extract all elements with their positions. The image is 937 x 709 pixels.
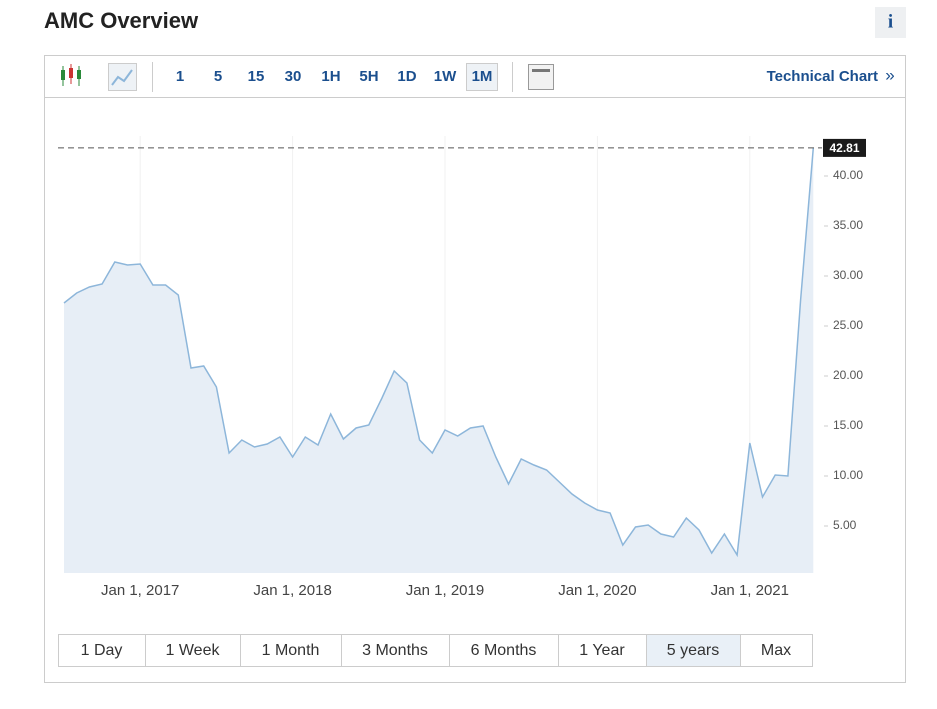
y-tick-label: 20.00 <box>833 368 863 382</box>
technical-chart-link[interactable]: Technical Chart <box>767 68 878 85</box>
candle-icon[interactable] <box>61 64 81 86</box>
info-button[interactable]: i <box>888 11 893 32</box>
range-button-label[interactable]: 5 years <box>667 642 719 659</box>
range-button-label[interactable]: 1 Week <box>166 642 221 659</box>
interval-selected-bg <box>466 63 498 91</box>
interval-button[interactable]: 1W <box>434 68 457 85</box>
line-icon <box>111 69 133 86</box>
interval-button[interactable]: 5H <box>359 68 378 85</box>
x-tick-label: Jan 1, 2018 <box>253 582 331 599</box>
info-button-bg <box>875 7 906 38</box>
y-tick-label: 35.00 <box>833 218 863 232</box>
table-icon-bar <box>532 69 550 72</box>
range-button[interactable] <box>558 634 647 667</box>
interval-button[interactable]: 1 <box>176 68 184 85</box>
table-icon[interactable] <box>528 64 554 90</box>
x-tick-label: Jan 1, 2017 <box>101 582 179 599</box>
interval-button[interactable]: 5 <box>214 68 222 85</box>
range-button-label[interactable]: 3 Months <box>362 642 428 659</box>
y-tick-label: 15.00 <box>833 418 863 432</box>
x-tick-label: Jan 1, 2021 <box>711 582 789 599</box>
range-button-label[interactable]: 1 Day <box>81 642 123 659</box>
y-tick-label: 25.00 <box>833 318 863 332</box>
y-tick-label: 5.00 <box>833 518 857 532</box>
interval-button[interactable]: 1M <box>472 68 493 85</box>
y-tick-label: 30.00 <box>833 268 863 282</box>
range-button[interactable] <box>240 634 342 667</box>
range-button-label[interactable]: Max <box>761 642 791 659</box>
range-button-label[interactable]: 1 Month <box>262 642 320 659</box>
y-tick-label: 40.00 <box>833 168 863 182</box>
interval-button[interactable]: 15 <box>248 68 265 85</box>
interval-button[interactable]: 1D <box>397 68 416 85</box>
last-price-label: 42.81 <box>829 141 859 155</box>
x-tick-label: Jan 1, 2020 <box>558 582 636 599</box>
interval-button[interactable]: 1H <box>321 68 340 85</box>
line-icon-bg[interactable] <box>108 63 137 91</box>
panel <box>44 55 906 683</box>
link-arrow[interactable]: » <box>885 65 894 84</box>
range-button[interactable] <box>145 634 241 667</box>
last-price-box <box>823 138 866 157</box>
area-line <box>63 147 815 558</box>
range-button-label[interactable]: 1 Year <box>579 642 625 659</box>
interval-button[interactable]: 30 <box>285 68 302 85</box>
y-tick-label: 10.00 <box>833 468 863 482</box>
range-button[interactable] <box>58 634 146 667</box>
range-button[interactable] <box>341 634 450 667</box>
range-button-label[interactable]: 6 Months <box>471 642 537 659</box>
range-button-selected[interactable] <box>646 634 741 667</box>
page-title: AMC Overview <box>44 8 199 33</box>
area-fill <box>64 147 814 573</box>
range-button[interactable] <box>449 634 559 667</box>
range-button[interactable] <box>740 634 813 667</box>
x-tick-label: Jan 1, 2019 <box>406 582 484 599</box>
